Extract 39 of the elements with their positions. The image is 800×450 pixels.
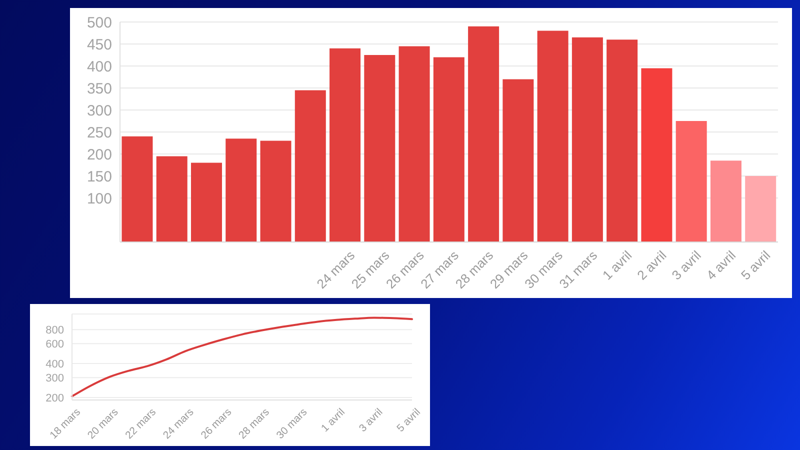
bar [122, 136, 153, 242]
x-tick-label: 5 avril [738, 248, 774, 283]
bar [294, 90, 326, 242]
y-tick-label: 450 [86, 36, 112, 54]
y-tick-label: 300 [46, 372, 64, 384]
y-tick-label: 800 [46, 324, 64, 336]
bar [745, 176, 776, 242]
x-tick-label: 3 avril [668, 248, 704, 283]
y-tick-label: 400 [86, 58, 112, 76]
bar [260, 140, 292, 242]
bar [190, 162, 222, 242]
bar [537, 30, 568, 242]
bar [606, 40, 638, 242]
y-tick-label: 600 [46, 338, 64, 351]
bar [502, 79, 534, 242]
bar [330, 48, 361, 242]
x-tick-label: 4 avril [703, 248, 739, 283]
bar [398, 46, 430, 242]
bar [641, 68, 672, 242]
x-tick-label: 1 avril [600, 248, 635, 283]
x-tick-label: 2 avril [634, 248, 670, 283]
bar [156, 156, 188, 242]
y-tick-label: 300 [86, 102, 112, 120]
line-series [71, 316, 413, 398]
y-tick-label: 400 [46, 358, 64, 370]
y-tick-label: 200 [86, 146, 112, 164]
bar [364, 55, 396, 242]
y-tick-label: 100 [86, 190, 112, 208]
bar [433, 57, 464, 242]
y-tick-label: 250 [86, 124, 112, 142]
bar [676, 121, 707, 242]
bar [468, 26, 500, 242]
y-tick-label: 350 [86, 80, 112, 98]
bar [572, 37, 603, 242]
y-tick-label: 200 [46, 392, 64, 404]
bar [226, 138, 257, 242]
bar [710, 160, 742, 242]
y-tick-label: 150 [86, 168, 112, 186]
y-tick-label: 500 [86, 14, 112, 32]
